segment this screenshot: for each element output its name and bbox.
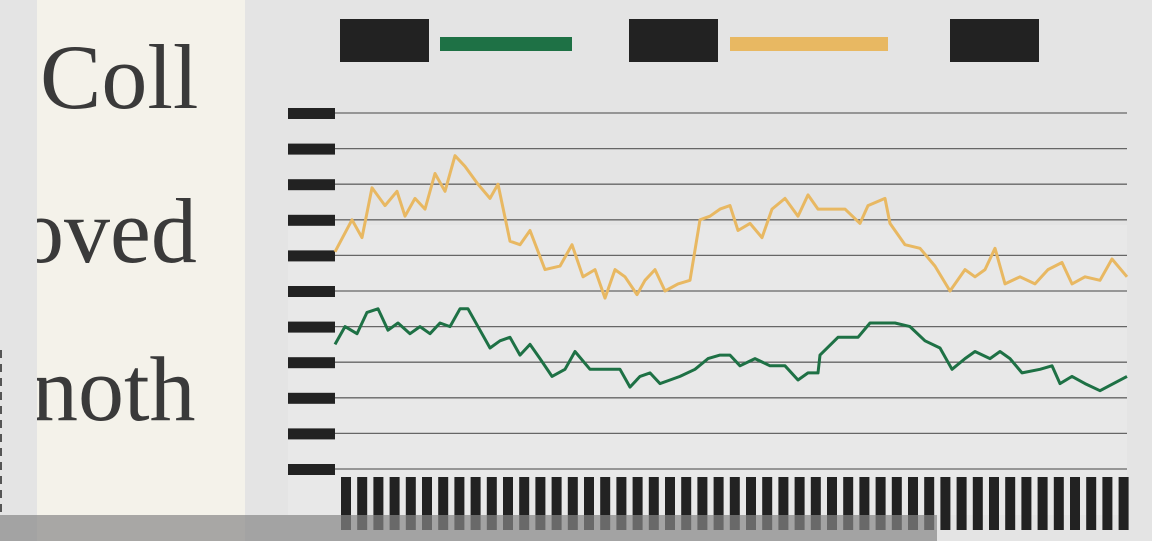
x-tick-redacted bbox=[1053, 477, 1064, 530]
x-tick-redacted bbox=[600, 477, 611, 530]
y-tick-redacted bbox=[288, 179, 335, 191]
plot bbox=[288, 37, 1129, 530]
y-tick-redacted bbox=[288, 250, 335, 262]
x-tick-redacted bbox=[486, 477, 497, 530]
redacted-label bbox=[950, 19, 1039, 62]
x-tick-redacted bbox=[875, 477, 886, 530]
x-tick-redacted bbox=[713, 477, 724, 530]
x-tick-redacted bbox=[535, 477, 546, 530]
x-tick-redacted bbox=[1118, 477, 1129, 530]
bottom-bar bbox=[0, 515, 937, 541]
x-tick-redacted bbox=[891, 477, 902, 530]
x-tick-redacted bbox=[616, 477, 627, 530]
x-tick-redacted bbox=[940, 477, 951, 530]
x-tick-redacted bbox=[1102, 477, 1113, 530]
y-tick-redacted bbox=[288, 464, 335, 475]
x-tick-redacted bbox=[1005, 477, 1016, 530]
x-tick-redacted bbox=[632, 477, 643, 530]
x-tick-redacted bbox=[551, 477, 562, 530]
x-tick-redacted bbox=[746, 477, 756, 530]
x-tick-redacted bbox=[794, 477, 805, 530]
x-tick-redacted bbox=[454, 477, 465, 530]
y-tick-redacted bbox=[288, 214, 335, 226]
x-tick-redacted bbox=[924, 477, 935, 530]
y-tick-redacted bbox=[288, 143, 335, 155]
x-tick-redacted bbox=[989, 477, 999, 530]
y-tick-redacted bbox=[288, 357, 335, 369]
x-tick-redacted bbox=[956, 477, 967, 530]
book-scan bbox=[37, 0, 245, 541]
x-tick-redacted bbox=[972, 477, 983, 530]
series-line bbox=[333, 307, 1128, 393]
y-tick-redacted bbox=[288, 286, 335, 297]
x-tick-redacted bbox=[762, 477, 773, 530]
x-tick-redacted bbox=[843, 477, 854, 530]
book-text: Coll bbox=[40, 26, 198, 128]
y-tick-redacted bbox=[288, 392, 335, 404]
x-tick-redacted bbox=[519, 477, 530, 530]
x-tick-redacted bbox=[1021, 477, 1032, 530]
y-tick-redacted bbox=[288, 428, 335, 440]
plot-background bbox=[288, 225, 1127, 515]
x-tick-redacted bbox=[341, 477, 351, 530]
x-tick-redacted bbox=[665, 477, 675, 530]
x-tick-redacted bbox=[681, 477, 692, 530]
series-line bbox=[333, 154, 1129, 300]
x-tick-redacted bbox=[648, 477, 659, 530]
x-tick-redacted bbox=[584, 477, 594, 530]
x-tick-redacted bbox=[503, 477, 513, 530]
x-tick-redacted bbox=[422, 477, 432, 530]
x-tick-redacted bbox=[1070, 477, 1080, 530]
x-tick-redacted bbox=[567, 477, 578, 530]
book-text: oved bbox=[18, 180, 197, 282]
x-tick-redacted bbox=[389, 477, 400, 530]
x-tick-redacted bbox=[810, 477, 821, 530]
redacted-label bbox=[340, 19, 429, 62]
x-tick-redacted bbox=[357, 477, 368, 530]
x-tick-redacted bbox=[827, 477, 837, 530]
x-tick-redacted bbox=[908, 477, 918, 530]
x-tick-redacted bbox=[729, 477, 740, 530]
y-tick-redacted bbox=[288, 108, 335, 119]
x-tick-redacted bbox=[470, 477, 481, 530]
x-tick-redacted bbox=[405, 477, 416, 530]
x-tick-redacted bbox=[859, 477, 870, 530]
x-tick-redacted bbox=[438, 477, 449, 530]
redacted-label bbox=[629, 19, 718, 62]
x-tick-redacted bbox=[697, 477, 708, 530]
book-text: noth bbox=[32, 338, 196, 440]
x-tick-redacted bbox=[373, 477, 384, 530]
x-tick-redacted bbox=[1037, 477, 1048, 530]
x-tick-redacted bbox=[1086, 477, 1097, 530]
x-tick-redacted bbox=[778, 477, 789, 530]
y-tick-redacted bbox=[288, 321, 335, 333]
